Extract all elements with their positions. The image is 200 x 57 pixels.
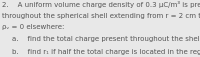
Text: 2.    A uniform volume charge density of 0.3 μC/m³ is present: 2. A uniform volume charge density of 0.… (2, 1, 200, 8)
Text: b.    find r₁ if half the total charge is located in the region 2 cm < r < r₁: b. find r₁ if half the total charge is l… (12, 48, 200, 54)
Text: a.    find the total charge present throughout the shell: a. find the total charge present through… (12, 35, 200, 41)
Text: ρᵥ = 0 elsewhere:: ρᵥ = 0 elsewhere: (2, 24, 64, 30)
Text: throughout the spherical shell extending from r = 2 cm to r = 4 cm. If: throughout the spherical shell extending… (2, 13, 200, 18)
